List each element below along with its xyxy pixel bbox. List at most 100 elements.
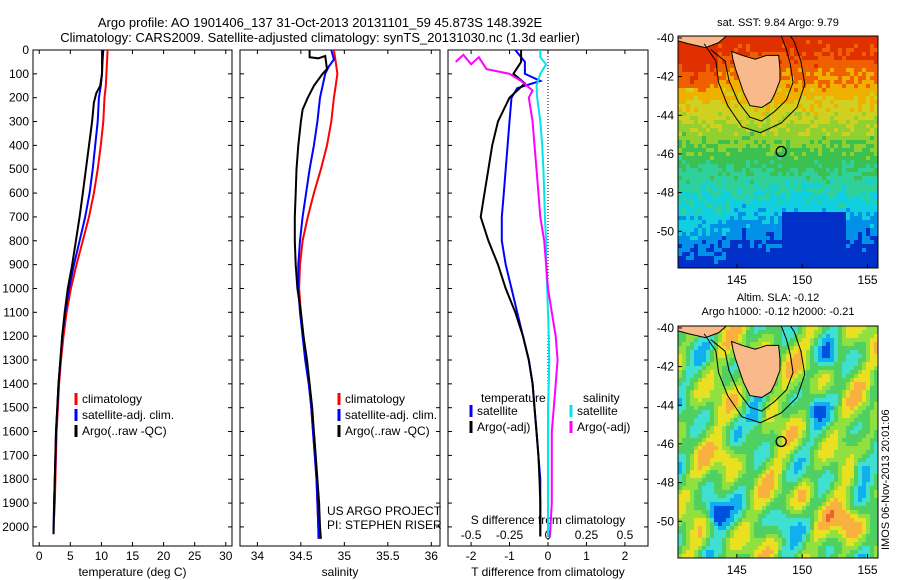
map-cell: [798, 112, 803, 117]
map-cell: [686, 458, 691, 463]
map-cell: [738, 438, 743, 443]
map-cell: [818, 56, 823, 61]
map-cell: [822, 180, 827, 185]
map-cell: [702, 394, 707, 399]
map-cell: [730, 466, 735, 471]
map-cell: [846, 112, 851, 117]
map-cell: [746, 148, 751, 153]
map-cell: [738, 40, 743, 45]
map-cell: [786, 144, 791, 149]
map-cell: [706, 156, 711, 161]
map-cell: [806, 176, 811, 181]
map-cell: [730, 252, 735, 257]
map-cell: [866, 354, 871, 359]
map-cell: [758, 36, 763, 41]
map-cell: [798, 260, 803, 265]
map-cell: [722, 44, 727, 49]
map-cell: [810, 462, 815, 467]
map-cell: [794, 426, 799, 431]
map-cell: [782, 264, 787, 268]
map-cell: [790, 104, 795, 109]
map-cell: [858, 212, 863, 217]
map-cell: [682, 406, 687, 411]
map-cell: [802, 228, 807, 233]
map-cell: [806, 330, 811, 335]
map-cell: [754, 112, 759, 117]
map-cell: [814, 330, 819, 335]
map-cell: [854, 196, 859, 201]
map-cell: [726, 236, 731, 241]
map-cell: [874, 438, 878, 443]
map-cell: [786, 164, 791, 169]
map-cell: [858, 184, 863, 189]
y-tick-label: 1600: [2, 425, 29, 439]
sst-frame: [677, 35, 879, 269]
map-cell: [870, 60, 875, 65]
map-cell: [818, 60, 823, 65]
map-cell: [726, 346, 731, 351]
map-cell: [834, 430, 839, 435]
map-cell: [866, 450, 871, 455]
map-cell: [778, 454, 783, 459]
map-cell: [778, 260, 783, 265]
map-cell: [742, 256, 747, 261]
map-cell: [802, 152, 807, 157]
map-cell: [794, 418, 799, 423]
map-cell: [754, 264, 759, 268]
map-cell: [866, 176, 871, 181]
map-cell: [754, 196, 759, 201]
map-cell: [710, 160, 715, 165]
map-cell: [850, 228, 855, 233]
map-cell: [698, 52, 703, 57]
map-cell: [754, 52, 759, 57]
map-cell: [818, 232, 823, 237]
map-cell: [690, 60, 695, 65]
map-cell: [858, 148, 863, 153]
map-cell: [690, 418, 695, 423]
map-cell: [858, 220, 863, 225]
map-cell: [706, 60, 711, 65]
map-cell: [790, 236, 795, 241]
map-cell: [818, 442, 823, 447]
map-cell: [794, 168, 799, 173]
map-cell: [838, 180, 843, 185]
legend-label: Argo(..raw -QC): [345, 424, 430, 438]
map-cell: [762, 216, 767, 221]
map-cell: [778, 56, 783, 61]
map-cell: [706, 212, 711, 217]
map-cell: [714, 48, 719, 53]
map-cell: [698, 362, 703, 367]
map-cell: [702, 354, 707, 359]
map-cell: [766, 52, 771, 57]
map-cell: [754, 442, 759, 447]
map-cell: [706, 68, 711, 73]
map-cell: [770, 136, 775, 141]
map-cell: [682, 132, 687, 137]
map-cell: [714, 72, 719, 77]
map-cell: [726, 44, 731, 49]
map-cell: [810, 350, 815, 355]
map-cell: [702, 184, 707, 189]
map-cell: [690, 256, 695, 261]
map-cell: [762, 466, 767, 471]
map-cell: [806, 426, 811, 431]
map-cell: [686, 164, 691, 169]
map-cell: [790, 232, 795, 237]
map-cell: [818, 116, 823, 121]
map-cell: [846, 36, 851, 41]
map-cell: [794, 224, 799, 229]
map-cell: [822, 390, 827, 395]
map-cell: [834, 60, 839, 65]
map-cell: [682, 156, 687, 161]
map-cell: [678, 132, 683, 137]
map-cell: [678, 120, 683, 125]
map-cell: [786, 124, 791, 129]
map-cell: [810, 244, 815, 249]
map-cell: [742, 120, 747, 125]
map-cell: [838, 334, 843, 339]
map-cell: [802, 60, 807, 65]
map-cell: [774, 132, 779, 137]
map-cell: [810, 442, 815, 447]
map-cell: [826, 260, 831, 265]
map-cell: [730, 136, 735, 141]
